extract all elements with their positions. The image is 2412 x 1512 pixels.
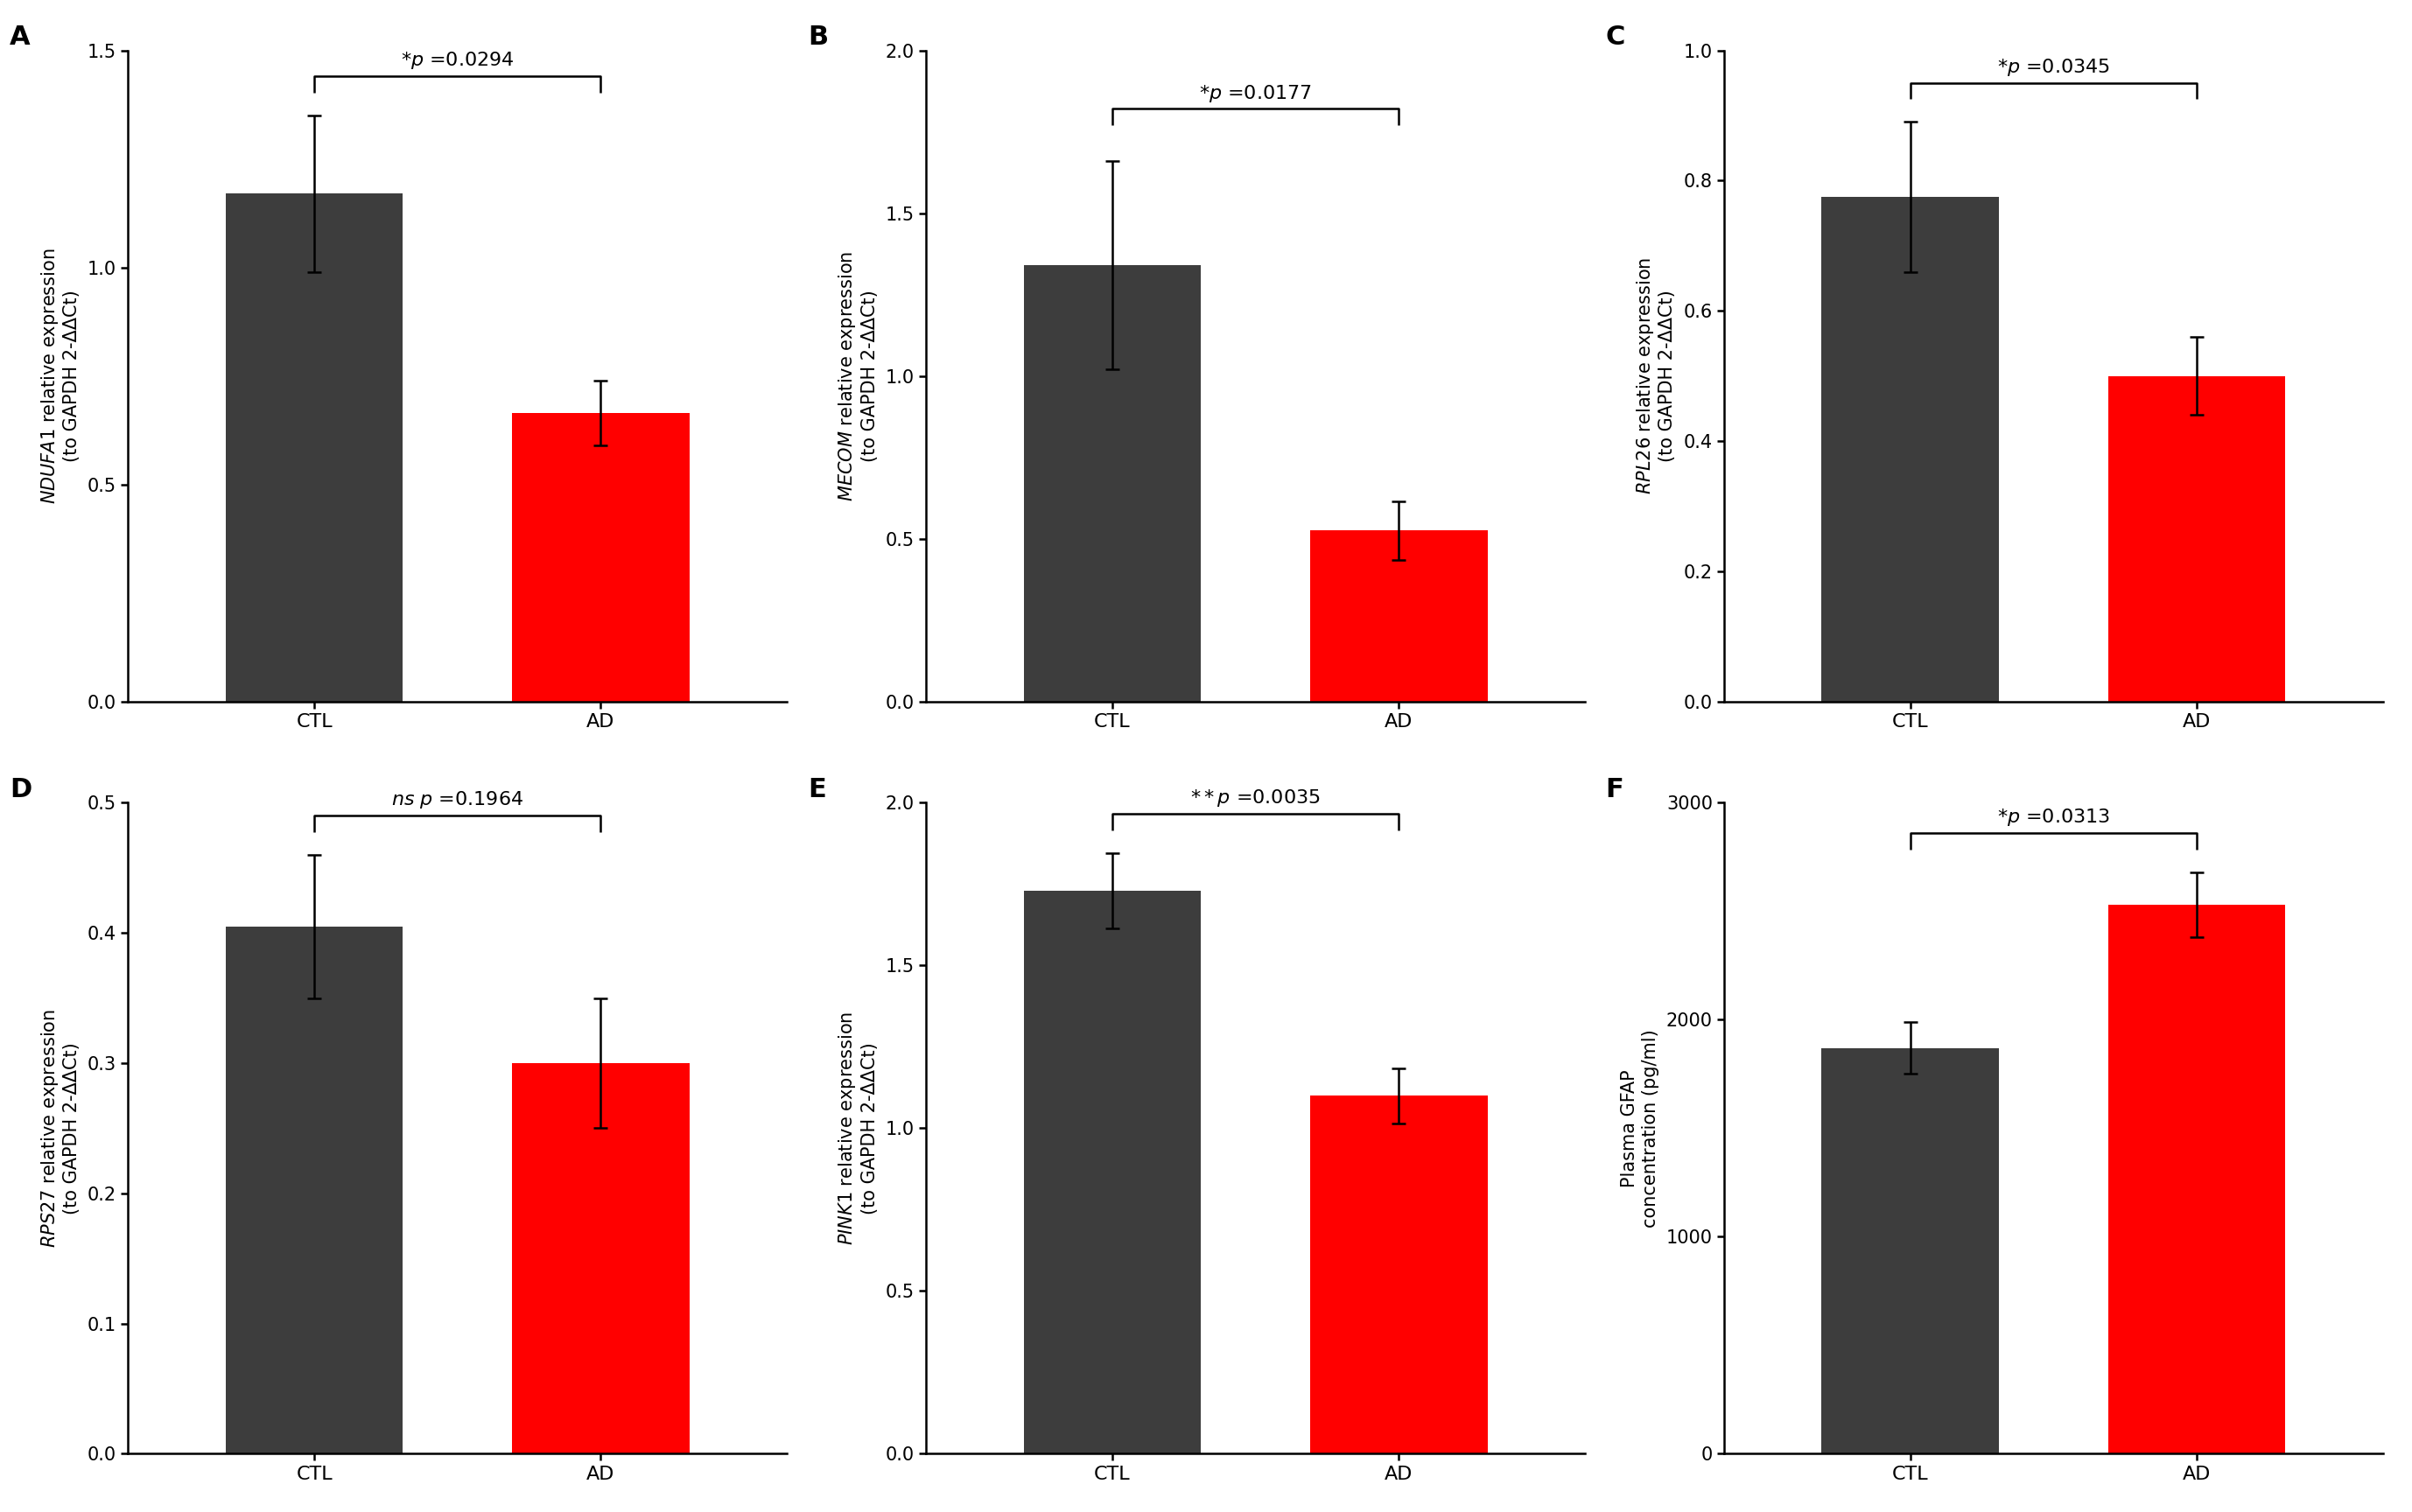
Text: $*$$\mathit{p}$ =0.0294: $*$$\mathit{p}$ =0.0294 (400, 50, 514, 71)
Bar (1310, 531, 1488, 702)
Text: $*$$\mathit{p}$ =0.0177: $*$$\mathit{p}$ =0.0177 (1199, 83, 1312, 104)
Bar (511, 413, 690, 702)
Text: $*$$\mathit{p}$ =0.0313: $*$$\mathit{p}$ =0.0313 (1997, 807, 2110, 829)
Y-axis label: $\mathit{NDUFA1}$ relative expression
(to GAPDH 2-ΔΔCt): $\mathit{NDUFA1}$ relative expression (t… (39, 248, 80, 503)
Bar (1821, 1048, 2000, 1455)
Text: A: A (10, 24, 31, 50)
Bar (511, 1063, 690, 1455)
Bar (1821, 197, 2000, 702)
Bar (2108, 376, 2287, 702)
Text: C: C (1606, 24, 1626, 50)
Text: E: E (808, 777, 825, 801)
Y-axis label: $\mathit{RPS27}$ relative expression
(to GAPDH 2-ΔΔCt): $\mathit{RPS27}$ relative expression (to… (39, 1009, 80, 1247)
Y-axis label: $\mathit{PINK1}$ relative expression
(to GAPDH 2-ΔΔCt): $\mathit{PINK1}$ relative expression (to… (837, 1012, 878, 1246)
Text: D: D (10, 777, 31, 801)
Bar (224, 194, 403, 702)
Y-axis label: Plasma GFAP
concentration (pg/ml): Plasma GFAP concentration (pg/ml) (1621, 1030, 1659, 1228)
Bar (2108, 904, 2287, 1455)
Bar (1310, 1096, 1488, 1455)
Text: F: F (1606, 777, 1623, 801)
Text: $**$$\mathit{p}$ =0.0035: $**$$\mathit{p}$ =0.0035 (1192, 788, 1319, 809)
Text: B: B (808, 24, 827, 50)
Y-axis label: $\mathit{RPL26}$ relative expression
(to GAPDH 2-ΔΔCt): $\mathit{RPL26}$ relative expression (to… (1635, 257, 1676, 494)
Text: $\mathit{ns}$ $\mathit{p}$ =0.1964: $\mathit{ns}$ $\mathit{p}$ =0.1964 (391, 789, 523, 810)
Bar (224, 927, 403, 1455)
Y-axis label: $\mathit{MECOM}$ relative expression
(to GAPDH 2-ΔΔCt): $\mathit{MECOM}$ relative expression (to… (837, 251, 878, 500)
Text: $*$$\mathit{p}$ =0.0345: $*$$\mathit{p}$ =0.0345 (1997, 56, 2110, 77)
Bar (1023, 891, 1201, 1455)
Bar (1023, 265, 1201, 702)
